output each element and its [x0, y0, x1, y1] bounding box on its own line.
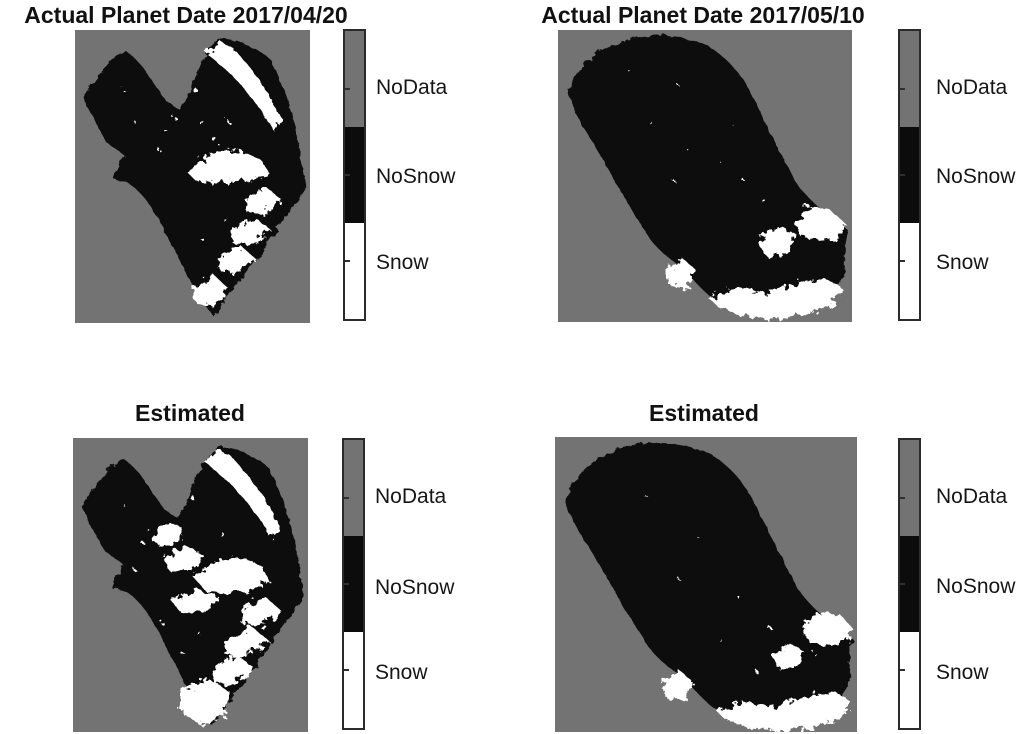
colorbar-tick [344, 583, 349, 585]
panel1-legend-nosnow: NoSnow [376, 165, 456, 188]
colorbar-snow-segment [900, 223, 919, 319]
colorbar-snow-segment [344, 632, 363, 728]
panel1-legend-snow: Snow [376, 251, 429, 274]
snow-patches [123, 450, 281, 725]
panel3-colorbar [342, 438, 365, 730]
colorbar-snow-segment [345, 223, 364, 319]
colorbar-tick [900, 496, 905, 499]
panel3-legend-nosnow: NoSnow [375, 576, 455, 599]
panel3-legend-nodata: NoData [375, 485, 447, 508]
panel3-map [73, 438, 308, 732]
colorbar-tick [900, 669, 905, 672]
colorbar-nodata-segment [900, 440, 919, 536]
panel3-legend-snow: Snow [375, 661, 428, 684]
colorbar-tick [900, 583, 905, 585]
panel1-map [75, 30, 310, 323]
panel2-legend-snow: Snow [936, 251, 989, 274]
colorbar-tick [344, 669, 349, 672]
panel2-legend-nodata: NoData [936, 76, 1008, 99]
panel3-title: Estimated [135, 400, 245, 426]
snow-patches [646, 496, 853, 732]
colorbar-tick [345, 87, 350, 90]
colorbar-nosnow-segment [900, 536, 919, 632]
panel4-legend-nodata: NoData [936, 485, 1008, 508]
colorbar-nodata-segment [900, 31, 919, 127]
colorbar-tick [345, 260, 350, 263]
colorbar-nosnow-segment [900, 127, 919, 223]
colorbar-nosnow-segment [345, 127, 364, 223]
panel4-map [555, 437, 857, 732]
panel4-legend-snow: Snow [936, 661, 989, 684]
watershed-shape [82, 446, 303, 726]
panel4-title: Estimated [649, 400, 759, 426]
colorbar-tick [345, 174, 350, 176]
panel2-colorbar [898, 29, 921, 321]
colorbar-nodata-segment [344, 440, 363, 536]
panel2-legend-nosnow: NoSnow [936, 165, 1016, 188]
panel4-colorbar [898, 438, 921, 730]
snow-patches [627, 69, 846, 320]
colorbar-tick [900, 87, 905, 90]
panel1-title: Actual Planet Date 2017/04/20 [24, 2, 348, 28]
panel1-colorbar [343, 29, 366, 321]
panel2-map [558, 30, 852, 322]
colorbar-nosnow-segment [344, 536, 363, 632]
colorbar-snow-segment [900, 632, 919, 728]
panel2-title: Actual Planet Date 2017/05/10 [541, 2, 865, 28]
colorbar-tick [344, 496, 349, 499]
colorbar-tick [900, 260, 905, 263]
colorbar-tick [900, 174, 905, 176]
panel4-legend-nosnow: NoSnow [936, 575, 1016, 598]
panel1-legend-nodata: NoData [376, 76, 448, 99]
snow-patches [121, 42, 283, 306]
colorbar-nodata-segment [345, 31, 364, 127]
